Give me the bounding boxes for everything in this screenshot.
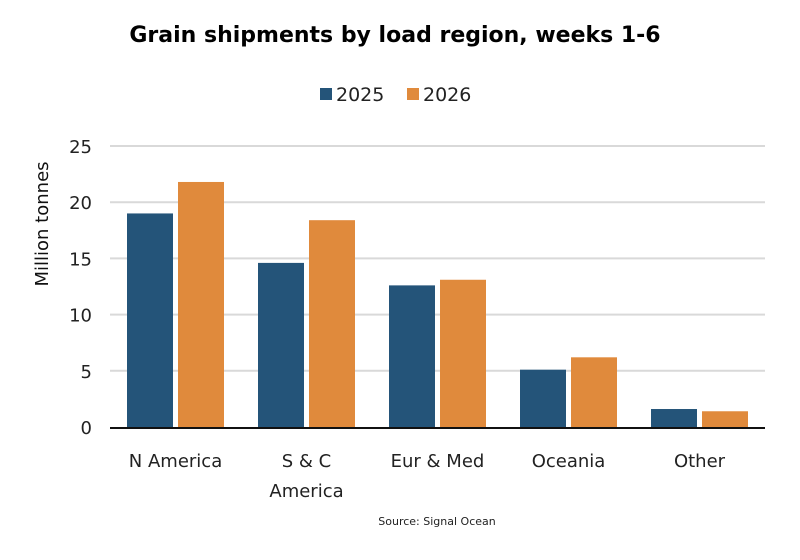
x-category-label: Eur & Med — [391, 451, 485, 472]
y-axis-ticks: 0 5 10 15 20 25 — [69, 137, 92, 439]
x-category-label: Other — [674, 451, 726, 472]
x-category-label: S & C America — [269, 451, 343, 502]
x-category-label: Oceania — [532, 451, 606, 472]
bar-2025 — [520, 369, 566, 427]
bar-2025 — [127, 213, 173, 427]
x-category-label: N America — [129, 451, 222, 472]
y-tick-label: 15 — [69, 249, 92, 270]
legend-label: 2026 — [423, 84, 471, 106]
bar-group — [651, 409, 748, 427]
bar-group — [520, 357, 617, 427]
x-category-line: Oceania — [532, 451, 606, 472]
x-category-line: Other — [674, 451, 726, 472]
source-note: Source: Signal Ocean — [378, 515, 495, 528]
y-tick-label: 5 — [81, 362, 92, 383]
bar-group — [258, 220, 355, 427]
y-axis-label: Million tonnes — [32, 161, 53, 286]
bar-group — [127, 181, 224, 427]
legend-item-2025: 2025 — [320, 84, 384, 106]
bar-2026 — [309, 220, 355, 427]
bar-2025 — [389, 285, 435, 427]
bar-2026 — [178, 181, 224, 427]
legend-swatch — [320, 88, 332, 100]
x-category-line: Eur & Med — [391, 451, 485, 472]
x-axis-categories: N America S & C America Eur & Med Oceania Oth… — [129, 451, 726, 502]
bar-2026 — [571, 357, 617, 427]
bars — [127, 181, 748, 427]
x-category-line: S & C — [282, 451, 331, 472]
y-tick-label: 0 — [81, 418, 92, 439]
bar-2025 — [258, 262, 304, 427]
x-category-line: America — [269, 481, 343, 502]
legend-label: 2025 — [336, 84, 384, 106]
x-category-line: N America — [129, 451, 222, 472]
bar-group — [389, 279, 486, 427]
y-tick-label: 10 — [69, 306, 92, 327]
y-tick-label: 20 — [69, 193, 92, 214]
bar-2026 — [702, 411, 748, 427]
y-tick-label: 25 — [69, 137, 92, 158]
bar-2026 — [440, 279, 486, 427]
legend: 2025 2026 — [320, 84, 471, 106]
legend-item-2026: 2026 — [407, 84, 471, 106]
bar-2025 — [651, 409, 697, 427]
chart-title: Grain shipments by load region, weeks 1-… — [129, 23, 660, 48]
legend-swatch — [407, 88, 419, 100]
